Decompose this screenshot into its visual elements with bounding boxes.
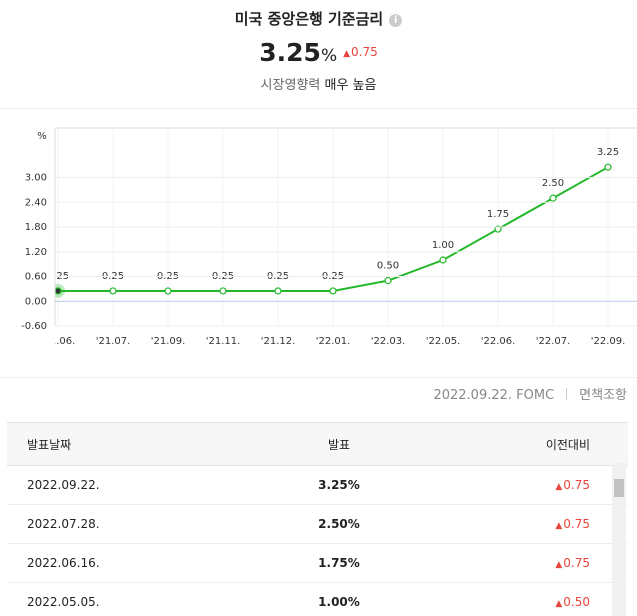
point: [274, 287, 282, 295]
data-label: 3.25: [597, 147, 619, 158]
current-value: 3.25% 0.75: [0, 38, 637, 67]
point: [549, 194, 557, 202]
x-tick-label: '22.07.: [536, 336, 571, 347]
point: [329, 287, 337, 295]
table-cell: 0.75: [450, 504, 628, 544]
table-cell: 0.75: [450, 465, 628, 505]
y-tick-label: 1.80: [25, 222, 47, 233]
x-tick-label: '22.06.: [481, 336, 516, 347]
table: 발표날짜 발표 이전대비 2022.09.22.3.25%0.752022.07…: [7, 422, 628, 616]
y-tick-label: 3.00: [25, 173, 47, 184]
plot: '21.06. '21.07. '21.09. '21.11. '21.12. '22.0…: [41, 128, 626, 347]
point: [494, 225, 502, 233]
table-cell: 0.50: [450, 582, 628, 616]
chart-box: '21.06. '21.07. '21.09. '21.11. '21.12. '22.0…: [0, 108, 637, 378]
header-cell: 이전대비: [450, 422, 628, 466]
y-tick-label: 2.40: [25, 197, 47, 208]
x-tick-label: '21.11.: [206, 336, 241, 347]
y-tick-label: 1.20: [25, 247, 47, 258]
disclaimer[interactable]: 면책조항: [579, 388, 627, 403]
table-row: 2022.05.05.1.00%0.50: [7, 582, 628, 616]
table-row: 2022.07.28.2.50%0.75: [7, 504, 628, 544]
x-tick-label: '22.03.: [371, 336, 406, 347]
impact-label: 시장영향력: [260, 78, 321, 93]
table-cell: 1.00%: [228, 582, 450, 616]
x-tick-label: '22.01.: [316, 336, 351, 347]
source: 2022.09.22. FOMC 면책조항: [433, 384, 627, 403]
x-tick-label: '22.09.: [591, 336, 626, 347]
y-tick-label: 0.60: [25, 272, 47, 283]
point: [55, 287, 62, 295]
change: 0.75: [343, 45, 378, 59]
table-cell: 2022.06.16.: [7, 543, 228, 583]
table-cell: 2022.07.28.: [7, 504, 228, 544]
y-unit: %: [37, 131, 47, 142]
source-date: 2022.09.22. FOMC: [433, 388, 555, 403]
table-cell: 2022.05.05.: [7, 582, 228, 616]
table-cell: 3.25%: [228, 465, 450, 505]
point: [384, 277, 392, 285]
data-label: 1.00: [432, 240, 454, 251]
y-tick-label: 0.00: [25, 296, 47, 307]
unit: %: [320, 46, 338, 66]
info-icon[interactable]: i: [389, 14, 403, 27]
data-label: 1.75: [487, 209, 509, 220]
x-tick-label: '21.07.: [96, 336, 131, 347]
x-tick-label: '22.05.: [426, 336, 461, 347]
table-cell: 0.75: [450, 543, 628, 583]
point: [219, 287, 227, 295]
table-cell: 2.50%: [228, 504, 450, 544]
x-tick-label: '21.06.: [41, 336, 76, 347]
header-cell: 발표: [228, 422, 450, 466]
impact-value: 매우 높음: [324, 78, 377, 93]
title: 미국 중앙은행 기준금리 i: [0, 8, 637, 29]
point: [439, 256, 447, 264]
point: [109, 287, 117, 295]
x-tick-label: '21.12.: [261, 336, 296, 347]
point: [604, 163, 612, 171]
table-row: 2022.06.16.1.75%0.75: [7, 543, 628, 583]
table-row: 2022.09.22.3.25%0.75: [7, 465, 628, 505]
title-text: 미국 중앙은행 기준금리: [234, 10, 384, 28]
x-tick-label: '21.09.: [151, 336, 186, 347]
value: 3.25: [259, 38, 321, 67]
data-label: 2.50: [542, 178, 564, 189]
table-cell: 2022.09.22.: [7, 465, 228, 505]
y-tick-label: -0.60: [21, 321, 47, 332]
header-cell: 발표날짜: [7, 422, 228, 466]
impact: 시장영향력 매우 높음: [0, 74, 637, 93]
data-label: 0.50: [377, 261, 399, 272]
chart: '21.06. '21.07. '21.09. '21.11. '21.12. '22.0…: [21, 127, 637, 347]
scrollbar[interactable]: [612, 463, 626, 616]
table-header: 발표날짜 발표 이전대비: [7, 422, 628, 466]
table-cell: 1.75%: [228, 543, 450, 583]
point: [164, 287, 172, 295]
